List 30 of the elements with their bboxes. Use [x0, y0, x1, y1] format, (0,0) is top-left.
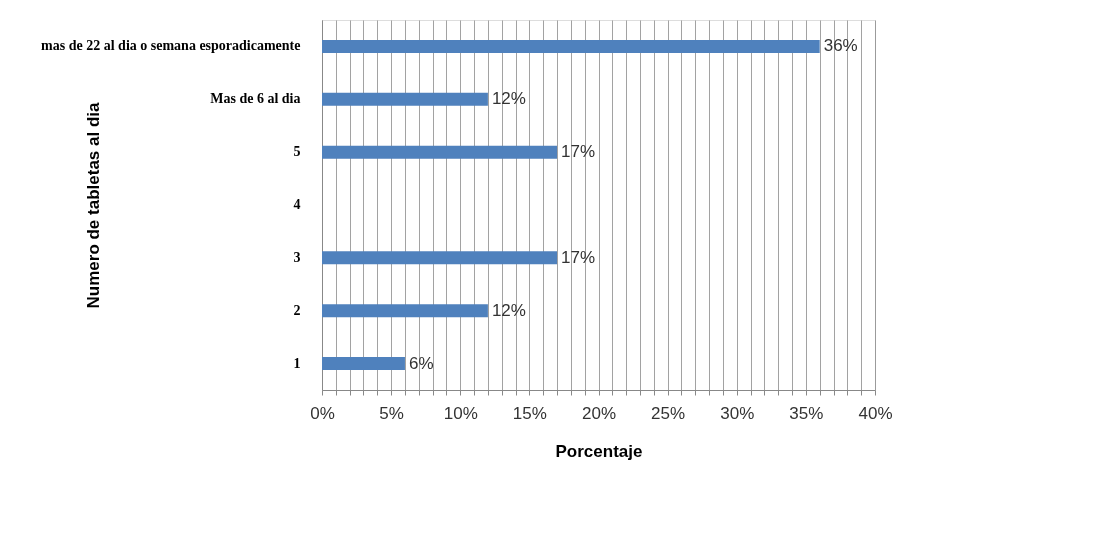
y-tick-label: 3	[293, 249, 301, 265]
y-tick-label: Mas de 6 al dia	[210, 91, 301, 107]
bar	[322, 145, 558, 159]
y-tick-label: 4	[293, 197, 301, 212]
x-tick-label: 15%	[512, 403, 547, 423]
x-tick-label: 5%	[379, 403, 404, 423]
x-tick-label: 0%	[310, 403, 335, 423]
data-label: 12%	[491, 300, 526, 320]
x-tick-label: 20%	[581, 403, 617, 423]
x-tick-label: 10%	[443, 403, 478, 423]
bar	[322, 92, 488, 106]
bar	[322, 251, 558, 265]
x-tick-label: 40%	[858, 403, 893, 423]
y-axis-title: Numero de tabletas al dia	[83, 101, 103, 309]
bar	[322, 39, 820, 53]
x-tick-label: 25%	[651, 403, 686, 423]
y-tick-label: mas de 22 al dia o semana esporadicamente	[41, 38, 301, 54]
data-label: 17%	[561, 247, 596, 267]
data-label: 17%	[561, 142, 596, 162]
y-tick-label: 2	[293, 302, 301, 318]
data-label: 36%	[823, 36, 858, 56]
data-label: 6%	[408, 353, 434, 373]
y-tick-label: 1	[293, 355, 301, 371]
x-tick-label: 30%	[720, 403, 755, 423]
bar	[322, 357, 405, 371]
y-tick-label: 5	[293, 144, 301, 160]
x-axis-title: Porcentaje	[555, 441, 643, 461]
x-tick-label: 35%	[789, 403, 824, 423]
data-label: 12%	[491, 89, 526, 109]
bar	[322, 304, 488, 318]
